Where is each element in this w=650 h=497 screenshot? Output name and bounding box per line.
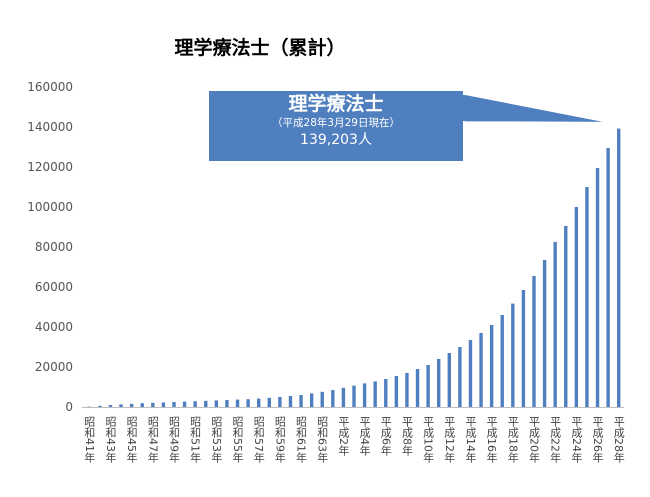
- bar: [500, 315, 504, 407]
- bar: [257, 398, 261, 407]
- bar: [161, 402, 166, 407]
- x-tick-label: 平成12年: [443, 416, 456, 463]
- callout-pointer: [463, 93, 611, 124]
- bar: [362, 383, 367, 407]
- x-tick-label: 昭和59年: [273, 416, 286, 463]
- y-tick-label: 0: [65, 400, 73, 414]
- bar: [617, 128, 621, 407]
- y-tick-label: 20000: [35, 360, 73, 374]
- x-tick-label: 昭和47年: [146, 416, 159, 463]
- chart-title: 理学療法士（累計）: [174, 37, 346, 59]
- bar: [405, 373, 409, 407]
- bar: [553, 242, 557, 407]
- bar: [151, 402, 155, 407]
- x-tick-label: 平成14年: [464, 416, 477, 463]
- bar: [182, 401, 187, 407]
- x-tick-label: 昭和61年: [295, 416, 308, 463]
- bar: [193, 401, 197, 407]
- callout-value: 139,203人: [300, 132, 372, 148]
- y-tick-label: 160000: [27, 80, 73, 94]
- bar: [532, 276, 536, 407]
- bar: [606, 148, 610, 407]
- bar: [267, 397, 271, 407]
- x-tick-label: 昭和49年: [168, 416, 181, 463]
- bar: [511, 303, 515, 407]
- bar: [574, 207, 579, 407]
- bar: [479, 333, 483, 407]
- callout-subtitle: （平成28年3月29日現在）: [272, 117, 400, 129]
- x-tick-label: 昭和55年: [231, 416, 244, 463]
- bar: [542, 260, 547, 407]
- x-tick-label: 平成22年: [549, 416, 562, 463]
- x-tick-label: 平成2年: [337, 416, 350, 456]
- bar: [341, 387, 346, 407]
- x-tick-label: 平成26年: [591, 416, 604, 463]
- bar: [299, 395, 303, 407]
- y-tick-label: 60000: [35, 280, 73, 294]
- callout-seam: [462, 95, 465, 121]
- bar: [320, 391, 324, 407]
- bar: [288, 396, 293, 407]
- bar: [437, 359, 441, 407]
- bar: [458, 347, 462, 407]
- bar: [331, 390, 335, 407]
- bar: [447, 353, 451, 407]
- callout-text: 理学療法士 （平成28年3月29日現在） 139,203人: [208, 93, 464, 149]
- bar: [235, 399, 240, 407]
- y-tick-label: 120000: [27, 160, 73, 174]
- bar: [204, 400, 208, 407]
- y-tick-label: 80000: [35, 240, 73, 254]
- bar: [352, 385, 356, 407]
- x-tick-label: 平成18年: [506, 416, 519, 463]
- y-tick-label: 100000: [27, 200, 73, 214]
- bar: [585, 187, 589, 407]
- bar: [489, 325, 494, 407]
- bar: [309, 393, 314, 407]
- bar: [564, 226, 568, 407]
- bar: [595, 168, 600, 407]
- x-tick-label: 平成28年: [612, 416, 625, 463]
- callout-box: [207, 89, 465, 163]
- x-tick-label: 平成4年: [358, 416, 371, 456]
- bar: [119, 404, 123, 407]
- y-tick-label: 140000: [27, 120, 73, 134]
- bar: [373, 381, 377, 407]
- bar: [394, 376, 399, 407]
- x-tick-label: 昭和57年: [252, 416, 265, 463]
- bar: [172, 402, 176, 407]
- bar: [108, 405, 113, 407]
- x-tick-label: 昭和51年: [189, 416, 202, 463]
- x-tick-label: 平成8年: [400, 416, 413, 456]
- x-tick-label: 昭和53年: [210, 416, 223, 463]
- bar: [415, 369, 420, 407]
- bar: [468, 340, 473, 407]
- callout-title: 理学療法士: [288, 93, 384, 115]
- bar: [426, 365, 430, 407]
- x-tick-label: 平成10年: [422, 416, 435, 463]
- x-tick-label: 平成16年: [485, 416, 498, 463]
- bar: [278, 397, 282, 407]
- bar: [129, 403, 134, 407]
- y-tick-label: 40000: [35, 320, 73, 334]
- bar: [98, 405, 102, 407]
- x-tick-label: 平成6年: [379, 416, 392, 456]
- x-tick-label: 平成24年: [570, 416, 583, 463]
- bar: [246, 399, 250, 407]
- bar: [140, 403, 144, 407]
- x-tick-label: 平成20年: [528, 416, 541, 463]
- bar: [384, 379, 388, 407]
- x-tick-label: 昭和43年: [104, 416, 117, 463]
- x-tick-label: 昭和45年: [125, 416, 138, 463]
- bar: [521, 290, 526, 407]
- bar: [214, 400, 219, 407]
- x-tick-label: 昭和41年: [83, 416, 96, 463]
- x-tick-label: 昭和63年: [316, 416, 329, 463]
- bar: [225, 400, 229, 407]
